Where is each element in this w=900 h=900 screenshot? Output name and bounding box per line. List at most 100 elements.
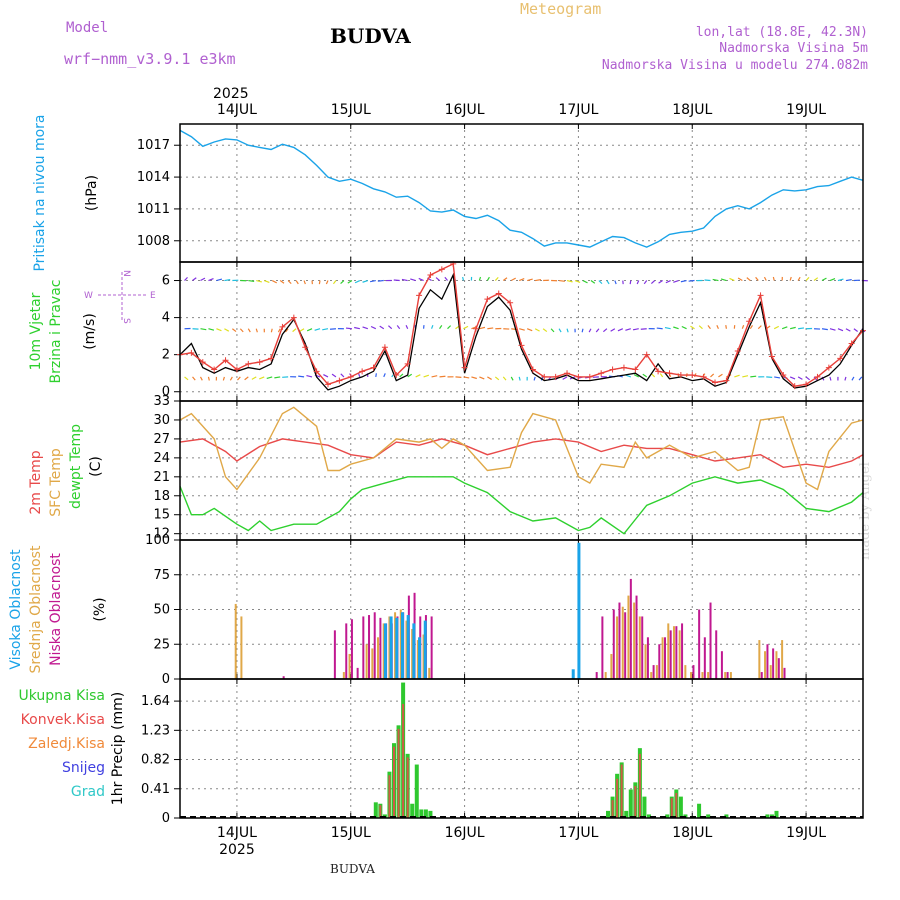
y-axis-title-2: Brzina i Pravac (48, 280, 64, 384)
cloud-bar-low (282, 676, 285, 679)
wind-barb (439, 325, 443, 330)
precip-bar-total (697, 803, 702, 818)
wind-barb (418, 277, 424, 282)
cloud-bar-mid (758, 640, 761, 679)
wind-barb (518, 376, 521, 381)
y-tick-label: 100 (145, 533, 170, 548)
precip-bar-total (642, 796, 647, 818)
y-tick-label: 4 (162, 311, 170, 326)
wind-barb (199, 376, 203, 381)
wind-barb (410, 278, 416, 282)
wind-barb (805, 276, 810, 281)
cloud-bar-low (646, 637, 649, 679)
top-day-label: 19JUL (786, 102, 826, 118)
wind-barb (707, 325, 711, 330)
wind-barb (447, 325, 452, 330)
wind-barb (720, 278, 727, 282)
y-tick-label: 25 (153, 637, 170, 652)
wind-barb (323, 374, 329, 378)
cloud-bar-mid (610, 653, 613, 679)
cloud-bar-mid (388, 616, 391, 679)
gust-marker (472, 325, 479, 332)
wind-barb (444, 276, 448, 281)
wind-barb (256, 279, 262, 283)
wind-barb (431, 324, 434, 329)
wind-barb (284, 328, 289, 333)
precip-bar-total (706, 814, 711, 818)
wind-barb (303, 280, 306, 285)
gust-marker (427, 271, 434, 278)
wind-barb (617, 328, 624, 332)
wind-barb (423, 374, 430, 378)
panel-wind (98, 260, 868, 402)
precip-bar-conv (638, 753, 641, 818)
gust-marker (393, 372, 400, 379)
cloud-bar-mid (627, 595, 630, 679)
gust-marker (757, 292, 764, 299)
gust-marker (199, 359, 206, 366)
wind-barb (479, 376, 485, 380)
wind-barb (247, 328, 251, 333)
wind-barb (415, 374, 421, 378)
cloud-bar-mid (633, 602, 636, 679)
precip-bar-conv (402, 703, 405, 818)
cloud-bar-mid (644, 644, 647, 679)
gust-marker (598, 370, 605, 377)
cloud-bar-low (601, 616, 604, 679)
wind-barb (340, 373, 345, 378)
y-axis-title: Visoka Oblacnost (8, 549, 24, 670)
wind-barb (606, 280, 610, 285)
cloud-bar-mid (707, 672, 710, 679)
y-tick-label: 0 (162, 672, 170, 687)
top-day-label: 14JUL (217, 102, 257, 118)
wind-barb (184, 276, 188, 281)
wind-barb (396, 325, 401, 330)
series-sfc-temp (179, 406, 864, 491)
cloud-bar-low (368, 615, 371, 679)
wind-barb (519, 278, 525, 282)
wind-barb (502, 376, 507, 381)
wind-barb (379, 325, 385, 330)
wind-barb (625, 374, 631, 378)
y-tick-label: 1.64 (141, 694, 170, 709)
wind-barb (640, 328, 647, 330)
wind-barb (277, 328, 281, 333)
cloud-bar-mid (348, 653, 351, 679)
y-axis-title: 10m Vjetar (28, 292, 44, 370)
cloud-bar-mid (655, 665, 658, 679)
gust-marker (700, 373, 707, 380)
bottom-day-label: 16JUL (445, 825, 485, 841)
cloud-bar-mid (650, 672, 653, 679)
cloud-bar-mid (394, 612, 397, 679)
wind-barb (837, 328, 844, 332)
wind-barb (345, 327, 352, 330)
wind-barb (224, 279, 231, 282)
wind-barb (200, 277, 206, 282)
wind-barb (558, 279, 565, 282)
wind-barb (370, 279, 376, 283)
cloud-bar-low (703, 637, 706, 679)
wind-barb (354, 279, 361, 284)
compass-south: S (121, 318, 131, 324)
cloud-bar-mid (411, 628, 414, 679)
wind-barb (673, 279, 679, 283)
wind-barb (642, 373, 648, 378)
cloud-bar-mid (240, 616, 243, 679)
y-tick-label: 1011 (137, 202, 170, 217)
cloud-bar-low (766, 644, 769, 679)
gust-marker (677, 372, 684, 379)
y-tick-label: 1017 (137, 138, 170, 153)
wind-barb (629, 280, 632, 285)
wind-barb (729, 277, 735, 282)
precip-bar-total (774, 810, 779, 818)
gust-marker (712, 379, 719, 386)
gust-marker (825, 364, 832, 371)
gust-marker (632, 366, 639, 373)
wind-barb (712, 278, 719, 282)
cloud-bar-low (652, 665, 655, 679)
wind-barb (255, 328, 258, 333)
cloud-bar-mid (422, 634, 425, 679)
wind-barb (851, 376, 855, 381)
gust-marker (803, 381, 810, 388)
